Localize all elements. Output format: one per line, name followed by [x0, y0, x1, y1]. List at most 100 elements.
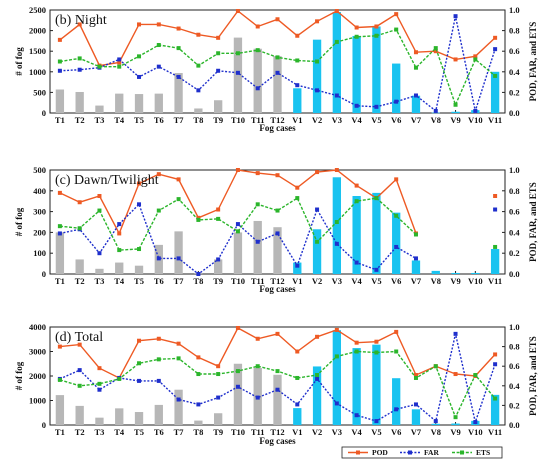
data-point-ets: [315, 373, 320, 378]
data-point-far: [374, 419, 379, 424]
bar: [352, 348, 361, 425]
x-tick-label: T4: [114, 276, 125, 286]
data-point-ets: [295, 375, 300, 380]
x-tick-label: V9: [450, 427, 460, 437]
bar: [332, 177, 342, 274]
data-point-ets: [156, 43, 161, 48]
data-point-pod: [334, 327, 339, 332]
panel-title: (b) Night: [55, 13, 107, 28]
x-tick-label: V9: [450, 276, 460, 286]
data-point-pod: [196, 355, 201, 360]
y-tick-label: 1000: [29, 396, 46, 406]
x-axis-label: Fog cases: [259, 436, 296, 446]
x-tick-label: T5: [134, 427, 144, 437]
data-point-far: [275, 231, 280, 236]
data-point-ets: [77, 226, 82, 231]
data-point-far: [97, 251, 102, 256]
data-point-ets: [453, 102, 458, 107]
data-point-pod: [57, 344, 62, 349]
data-point-pod: [453, 57, 458, 62]
bar: [194, 420, 203, 425]
x-tick-label: T5: [134, 276, 144, 286]
data-point-far: [315, 376, 320, 381]
data-point-far: [77, 368, 82, 373]
data-point-far: [295, 83, 300, 88]
x-tick-label: V3: [332, 276, 342, 286]
legend-box: [341, 446, 503, 459]
data-point-far: [235, 222, 240, 227]
data-point-pod: [493, 194, 498, 198]
bar: [134, 412, 144, 425]
data-point-ets: [275, 208, 280, 213]
x-tick-label: T10: [231, 115, 245, 125]
x-tick-label: V11: [488, 427, 502, 437]
bar: [312, 39, 322, 113]
data-point-ets: [374, 350, 379, 355]
data-point-pod: [156, 336, 161, 341]
x-tick-label: T6: [154, 427, 164, 437]
data-point-far: [374, 267, 379, 272]
x-tick-label: T11: [251, 276, 265, 286]
x-tick-label: T8: [193, 427, 203, 437]
data-point-ets: [196, 217, 201, 222]
data-point-pod: [77, 200, 82, 205]
x-tick-label: V6: [391, 276, 401, 286]
data-point-ets: [196, 63, 201, 68]
data-point-ets: [413, 232, 418, 237]
x-tick-label: V5: [371, 276, 381, 286]
bar: [233, 363, 243, 425]
x-tick-label: T4: [114, 427, 125, 437]
data-point-pod: [235, 168, 240, 172]
bar: [194, 108, 203, 113]
x-tick-label: T12: [270, 276, 284, 286]
data-point-ets: [77, 383, 82, 388]
x-tick-label: T9: [213, 427, 223, 437]
x-tick-label: V9: [450, 115, 460, 125]
data-point-far: [413, 402, 418, 407]
data-point-far: [176, 397, 181, 402]
data-point-ets: [374, 33, 379, 38]
bar: [411, 260, 421, 274]
bar: [293, 408, 302, 425]
bar: [55, 232, 65, 274]
x-tick-label: V3: [332, 115, 342, 125]
data-point-pod: [275, 173, 280, 178]
data-point-far: [137, 378, 142, 383]
data-point-pod: [315, 19, 320, 24]
bar: [95, 268, 104, 274]
data-point-ets: [354, 349, 359, 354]
x-tick-label: V4: [351, 427, 362, 437]
y-tick-label: 0: [42, 420, 46, 430]
data-point-ets: [473, 57, 478, 62]
data-point-pod: [176, 341, 181, 346]
y-tick-label: 400: [33, 186, 46, 196]
y-tick-label: 2000: [29, 26, 46, 36]
legend-marker-pod: [356, 450, 360, 455]
data-point-pod: [77, 22, 82, 27]
data-point-pod: [196, 32, 201, 37]
data-point-pod: [255, 336, 260, 341]
bar: [115, 93, 124, 113]
x-tick-label: V10: [468, 276, 483, 286]
x-axis-label: Fog cases: [259, 123, 296, 133]
bar: [352, 35, 361, 113]
data-point-pod: [354, 340, 359, 345]
y-tick-label: 1000: [29, 67, 46, 77]
data-point-pod: [57, 190, 62, 195]
data-point-pod: [275, 331, 280, 336]
legend-label-ets: ETS: [476, 448, 490, 457]
data-point-pod: [295, 349, 300, 354]
data-point-pod: [57, 37, 62, 42]
data-point-ets: [493, 396, 498, 401]
data-point-pod: [493, 35, 498, 40]
data-point-pod: [77, 342, 82, 347]
data-point-far: [196, 88, 201, 93]
data-point-far: [137, 202, 142, 207]
data-point-far: [275, 70, 280, 75]
bar: [490, 71, 500, 113]
data-point-pod: [137, 22, 142, 27]
data-point-pod: [334, 9, 339, 14]
data-point-ets: [453, 415, 458, 420]
y-axis-label: # of fog: [14, 207, 24, 236]
data-point-ets: [137, 54, 142, 59]
